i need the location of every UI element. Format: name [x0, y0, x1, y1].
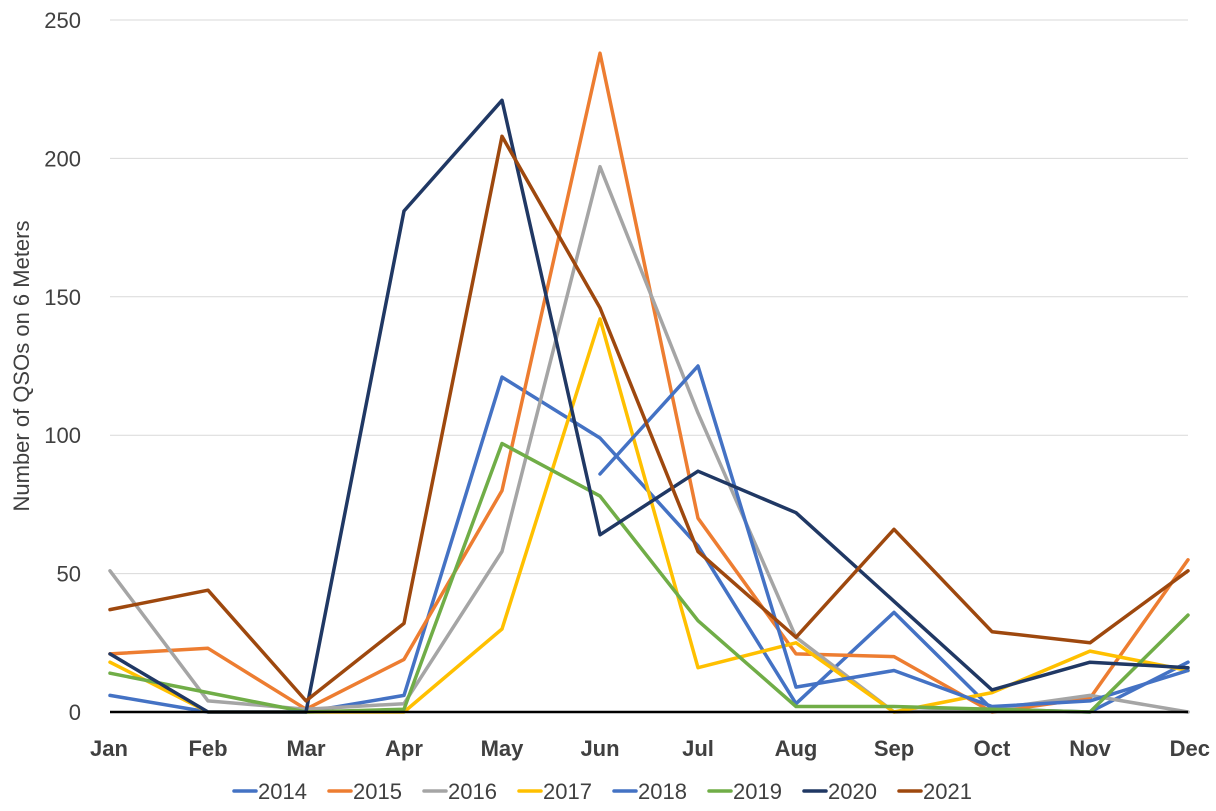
x-tick-label: Oct: [974, 736, 1011, 761]
legend-label-2014: 2014: [258, 779, 307, 804]
legend-label-2021: 2021: [923, 779, 972, 804]
y-axis-title: Number of QSOs on 6 Meters: [9, 221, 34, 512]
x-tick-label: Dec: [1170, 736, 1210, 761]
series-line-2015: [108, 51, 1190, 714]
x-tick-label: Sep: [874, 736, 914, 761]
x-tick-label: Jun: [580, 736, 619, 761]
x-tick-label: Mar: [286, 736, 326, 761]
x-tick-label: Feb: [188, 736, 227, 761]
legend-label-2017: 2017: [543, 779, 592, 804]
series-line-2020: [108, 98, 1190, 714]
x-tick-label: Jul: [682, 736, 714, 761]
y-axis-ticks: 0 50 100 150 200 250: [44, 8, 81, 725]
y-tick-label: 200: [44, 146, 81, 171]
x-tick-label: Jan: [90, 736, 128, 761]
series-line-2016: [108, 164, 1190, 714]
series-line-2017: [108, 317, 1190, 714]
series-line-2019: [108, 441, 1190, 714]
y-tick-label: 0: [69, 700, 81, 725]
legend-label-2019: 2019: [733, 779, 782, 804]
legend-label-2020: 2020: [828, 779, 877, 804]
legend: 2014 2015 2016 2017 2018 2019 2020 2021: [232, 779, 972, 804]
grid: [110, 19, 1188, 575]
y-tick-label: 150: [44, 285, 81, 310]
series-lines: [108, 51, 1190, 714]
series-line-2018: [598, 364, 1190, 709]
x-tick-label: May: [481, 736, 525, 761]
y-tick-label: 250: [44, 8, 81, 33]
x-tick-label: Nov: [1069, 736, 1111, 761]
x-tick-label: Aug: [775, 736, 818, 761]
y-tick-label: 50: [57, 562, 81, 587]
legend-label-2015: 2015: [353, 779, 402, 804]
legend-label-2018: 2018: [638, 779, 687, 804]
legend-label-2016: 2016: [448, 779, 497, 804]
x-tick-label: Apr: [385, 736, 423, 761]
series-line-2021: [108, 134, 1190, 703]
x-axis-ticks: Jan Feb Mar Apr May Jun Jul Aug Sep Oct Nov Dec: [90, 736, 1210, 761]
y-tick-label: 100: [44, 423, 81, 448]
